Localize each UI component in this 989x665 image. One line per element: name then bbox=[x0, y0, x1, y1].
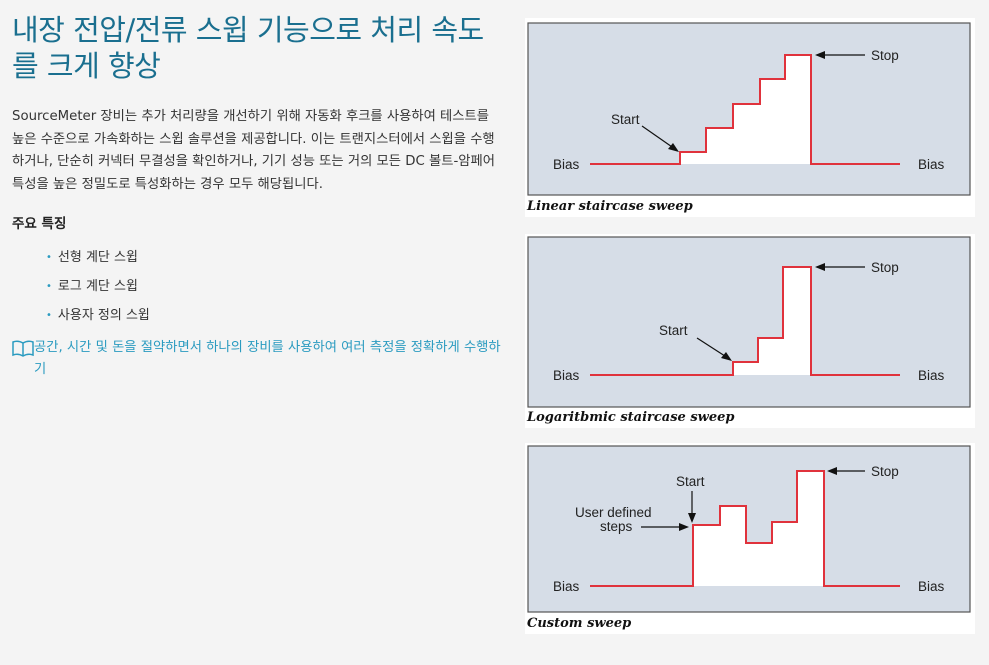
feature-label: 로그 계단 스윕 bbox=[57, 279, 138, 294]
list-item: • 선형 계단 스윕 bbox=[46, 244, 502, 273]
bias-left-label: Bias bbox=[553, 157, 580, 172]
feature-label: 선형 계단 스윕 bbox=[57, 250, 138, 265]
feature-label: 사용자 정의 스윕 bbox=[57, 308, 150, 323]
bias-right-label: Bias bbox=[918, 157, 945, 172]
features-list: • 선형 계단 스윕 • 로그 계단 스윕 • 사용자 정의 스윕 bbox=[12, 244, 502, 331]
log-sweep-caption: Logaritbmic staircase sweep bbox=[527, 410, 735, 425]
bias-right-label: Bias bbox=[918, 579, 945, 594]
list-item: • 사용자 정의 스윕 bbox=[46, 302, 502, 331]
sweep-diagrams: Start Stop Bias Bias Linear staircase sw… bbox=[525, 18, 975, 634]
bullet-icon: • bbox=[46, 310, 52, 321]
bullet-icon: • bbox=[46, 252, 52, 263]
stop-label: Stop bbox=[871, 260, 899, 275]
content-column: 내장 전압/전류 스윕 기능으로 처리 속도를 크게 향상 SourceMete… bbox=[12, 12, 502, 381]
log-sweep-panel: Start Stop Bias Bias Logaritbmic stairca… bbox=[525, 234, 975, 428]
linear-sweep-caption: Linear staircase sweep bbox=[527, 199, 693, 214]
related-article-link[interactable]: 공간, 시간 및 돈을 절약하면서 하나의 장비를 사용하여 여러 측정을 정확… bbox=[34, 340, 501, 377]
linear-sweep-panel: Start Stop Bias Bias Linear staircase sw… bbox=[525, 18, 975, 217]
custom-sweep-panel: Start Stop User defined steps Bias Bias … bbox=[525, 443, 975, 634]
start-label: Start bbox=[676, 474, 705, 489]
description-text: SourceMeter 장비는 추가 처리량을 개선하기 위해 자동화 후크를 … bbox=[12, 109, 495, 192]
bias-right-label: Bias bbox=[918, 368, 945, 383]
linear-sweep-diagram: Start Stop Bias Bias bbox=[527, 22, 971, 196]
list-item: • 로그 계단 스윕 bbox=[46, 273, 502, 302]
stop-label: Stop bbox=[871, 464, 899, 479]
user-defined-label-steps: steps bbox=[600, 519, 633, 534]
start-label: Start bbox=[611, 112, 640, 127]
custom-sweep-diagram: Start Stop User defined steps Bias Bias bbox=[527, 445, 971, 613]
related-link-row[interactable]: 공간, 시간 및 돈을 절약하면서 하나의 장비를 사용하여 여러 측정을 정확… bbox=[12, 337, 502, 381]
features-heading: 주요 특징 bbox=[12, 216, 67, 232]
log-sweep-diagram: Start Stop Bias Bias bbox=[527, 236, 971, 408]
bias-left-label: Bias bbox=[553, 579, 580, 594]
start-label: Start bbox=[659, 323, 688, 338]
bullet-icon: • bbox=[46, 281, 52, 292]
custom-sweep-caption: Custom sweep bbox=[527, 616, 632, 631]
page-title: 내장 전압/전류 스윕 기능으로 처리 속도를 크게 향상 bbox=[12, 13, 484, 83]
stop-label: Stop bbox=[871, 48, 899, 63]
book-icon bbox=[12, 340, 34, 357]
user-defined-label: User defined bbox=[575, 505, 652, 520]
bias-left-label: Bias bbox=[553, 368, 580, 383]
